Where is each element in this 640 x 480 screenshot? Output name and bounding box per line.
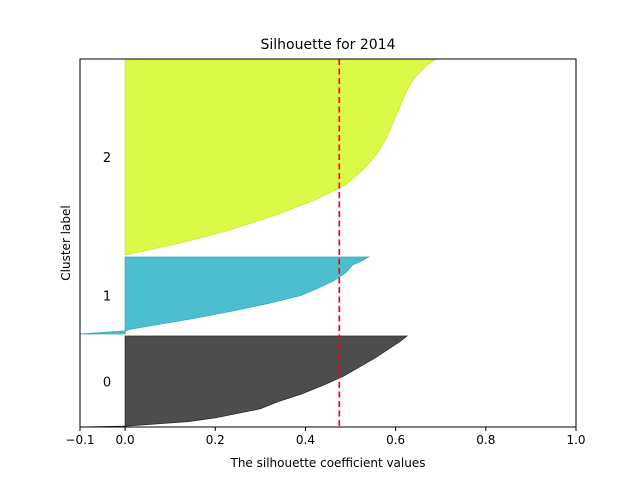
cluster-label-1: 1	[103, 290, 111, 305]
cluster-1-silhouette	[79, 256, 371, 335]
axes-frame	[79, 58, 577, 428]
x-tick-label: 0.6	[386, 433, 405, 447]
y-axis-label: Cluster label	[59, 205, 73, 280]
x-axis-label: The silhouette coefficient values	[230, 456, 426, 470]
chart-title: Silhouette for 2014	[261, 37, 396, 53]
cluster-0-silhouette	[79, 335, 409, 428]
x-tick-label: 0.2	[206, 433, 225, 447]
cluster-2-silhouette	[124, 58, 438, 256]
cluster-label-2: 2	[103, 151, 111, 166]
cluster-label-0: 0	[103, 376, 111, 391]
x-tick-label: 0.0	[116, 433, 135, 447]
x-tick-label: 0.4	[296, 433, 315, 447]
x-tick-label: −0.1	[65, 433, 94, 447]
plot-area: 0 1 2 −0.1 0.0 0.2 0.4 0.6 0.8 1.0	[65, 58, 586, 447]
x-tick-label: 0.8	[476, 433, 495, 447]
x-tick-label: 1.0	[566, 433, 585, 447]
